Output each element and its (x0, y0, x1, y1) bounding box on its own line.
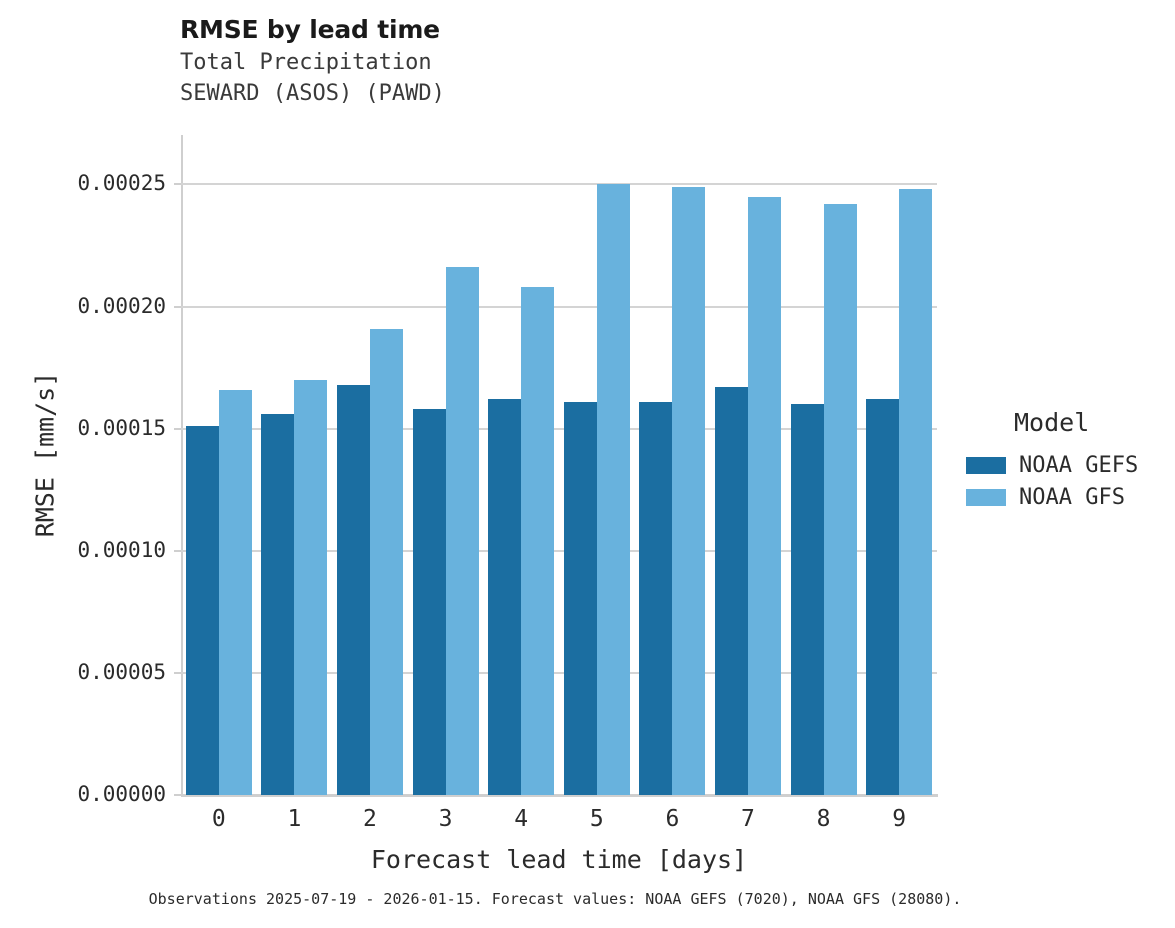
y-axis-tick (174, 671, 181, 674)
bar-noaa-gfs-0[interactable] (218, 389, 252, 795)
x-axis-tick-label: 6 (665, 806, 680, 832)
bar-noaa-gfs-3[interactable] (445, 267, 479, 795)
legend-item-label: NOAA GFS (1019, 484, 1125, 510)
bar-group (866, 160, 933, 795)
bar-group (488, 160, 555, 795)
bar-noaa-gfs-2[interactable] (370, 328, 403, 795)
gridline (181, 671, 937, 674)
bar-group (563, 160, 630, 795)
bar-noaa-gefs-1[interactable] (261, 414, 295, 795)
bar-group (185, 160, 252, 795)
y-axis-tick-label: 0.00005 (77, 659, 166, 684)
x-axis-tick-labels: 0 1 2 3 4 5 6 7 8 9 (181, 806, 937, 840)
bar-noaa-gfs-9[interactable] (899, 189, 933, 795)
bar-group (715, 160, 781, 795)
x-axis-tick-label: 9 (892, 806, 907, 832)
legend-item-noaa-gfs[interactable]: NOAA GFS (966, 481, 1138, 513)
x-axis-tick-label: 5 (589, 806, 604, 832)
y-axis-tick-label: 0.00000 (77, 782, 166, 806)
x-axis-tick-label: 3 (438, 806, 453, 832)
y-axis-tick (174, 427, 181, 430)
bar-noaa-gfs-6[interactable] (672, 186, 706, 795)
bar-noaa-gefs-4[interactable] (488, 399, 522, 795)
x-axis-tick-label: 7 (741, 806, 755, 832)
y-axis-tick-label: 0.00010 (77, 537, 166, 562)
bar-noaa-gfs-8[interactable] (823, 203, 857, 795)
y-axis-tick-label: 0.00015 (77, 415, 166, 440)
y-axis-tick-labels: 0.00000 0.00005 0.00010 0.00015 0.00020 0.000… (0, 160, 1175, 806)
y-axis-line (181, 135, 183, 796)
bar-group (412, 160, 479, 795)
plot-area (174, 160, 937, 796)
gridline (181, 183, 937, 186)
y-axis-tick-label: 0.00025 (77, 171, 166, 196)
legend-item-label: NOAA GEFS (1019, 452, 1139, 478)
bar-noaa-gefs-0[interactable] (185, 426, 219, 795)
x-axis-tick-label: 1 (287, 806, 302, 832)
chart-subtitle-location: SEWARD (ASOS) (PAWD) (180, 80, 445, 106)
x-axis-tick-label: 0 (211, 806, 226, 832)
footnote: Observations 2025-07-19 - 2026-01-15. Fo… (148, 890, 962, 908)
legend-title: Model (1014, 408, 1090, 437)
bar-group (790, 160, 857, 795)
y-axis-tick (174, 183, 181, 186)
bar-noaa-gfs-7[interactable] (748, 196, 781, 795)
bar-noaa-gefs-3[interactable] (412, 409, 446, 795)
gridline (181, 549, 937, 552)
legend-item-noaa-gefs[interactable]: NOAA GEFS (966, 449, 1138, 481)
chart-title: RMSE by lead time (180, 15, 440, 44)
bar-group (261, 160, 328, 795)
y-axis-tick-label: 0.00020 (77, 293, 166, 318)
bar-noaa-gefs-5[interactable] (563, 401, 597, 795)
x-axis-line (181, 794, 938, 797)
chart-subtitle: Total Precipitation (180, 49, 432, 75)
bar-noaa-gefs-6[interactable] (639, 401, 673, 795)
legend-swatch-icon (966, 488, 1006, 506)
legend: Model NOAA GEFS NOAA GFS (966, 408, 1138, 513)
x-axis-tick-label: 2 (363, 806, 377, 832)
x-axis-title: Forecast lead time [days] (370, 845, 748, 874)
gridline (181, 427, 937, 430)
title-block: RMSE by lead time Total Precipitation SE… (180, 15, 445, 109)
legend-entries: NOAA GEFS NOAA GFS (966, 449, 1138, 513)
y-axis-tick (174, 549, 181, 552)
gridline (181, 305, 937, 308)
x-axis-tick-label: 4 (514, 806, 529, 832)
y-axis-tick (174, 305, 181, 308)
bar-noaa-gfs-4[interactable] (521, 287, 555, 795)
bar-noaa-gefs-2[interactable] (337, 384, 370, 795)
legend-swatch-icon (966, 456, 1006, 474)
x-axis-tick-label: 8 (816, 806, 831, 832)
bar-noaa-gfs-1[interactable] (294, 379, 328, 795)
bar-noaa-gfs-5[interactable] (596, 184, 630, 795)
bar-group (337, 160, 403, 795)
bar-noaa-gefs-8[interactable] (790, 404, 824, 795)
bar-group (639, 160, 706, 795)
bar-noaa-gefs-7[interactable] (715, 387, 748, 795)
bar-noaa-gefs-9[interactable] (866, 399, 900, 795)
y-axis-tick (174, 794, 181, 796)
